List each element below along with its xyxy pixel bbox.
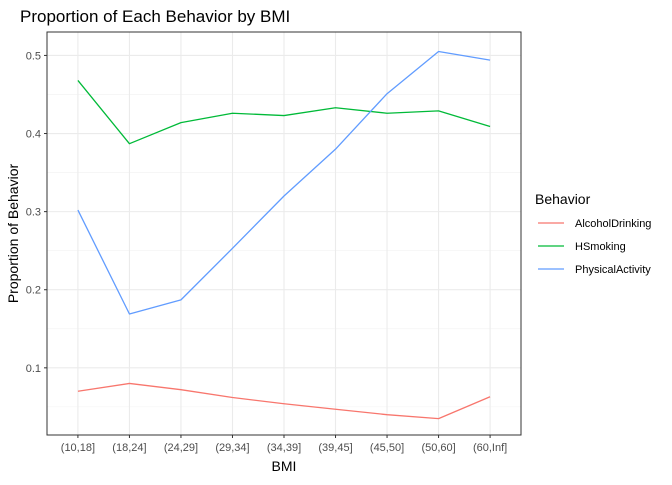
y-axis: 0.1 0.2 0.3 0.4 0.5 xyxy=(26,50,47,375)
x-tick-label: (18,24] xyxy=(112,442,146,454)
y-axis-title: Proportion of Behavior xyxy=(5,164,21,304)
x-tick-label: (50,60] xyxy=(421,442,455,454)
series-line-hsmoking xyxy=(77,80,491,145)
legend-label-hsmoking: HSmoking xyxy=(575,241,626,253)
chart-title: Proportion of Each Behavior by BMI xyxy=(20,7,290,26)
y-tick-label: 0.3 xyxy=(26,207,41,219)
y-tick-label: 0.4 xyxy=(26,129,41,141)
series-line-alcoholdrinking xyxy=(77,382,491,420)
x-axis: (10,18] (18,24] (24,29] (29,34] (34,39] (39,4… xyxy=(61,435,507,454)
y-tick-label: 0.2 xyxy=(26,285,41,297)
x-axis-title: BMI xyxy=(272,458,297,474)
y-tick-label: 0.1 xyxy=(26,363,41,375)
x-tick-label: (60,Inf] xyxy=(473,442,507,454)
x-tick-label: (29,34] xyxy=(215,442,249,454)
x-tick-label: (34,39] xyxy=(267,442,301,454)
x-tick-label: (24,29] xyxy=(164,442,198,454)
x-tick-label: (45,50] xyxy=(370,442,404,454)
legend: Behavior AlcoholDrinking HSmoking Physical… xyxy=(535,191,651,276)
grid xyxy=(47,32,521,435)
legend-label-physicalactivity: PhysicalActivity xyxy=(575,264,651,276)
x-tick-label: (10,18] xyxy=(61,442,95,454)
legend-title: Behavior xyxy=(535,191,591,207)
y-tick-label: 0.5 xyxy=(26,50,41,62)
x-tick-label: (39,45] xyxy=(318,442,352,454)
series-line-physicalactivity xyxy=(77,50,491,315)
series-lines xyxy=(77,50,491,420)
legend-label-alcoholdrinking: AlcoholDrinking xyxy=(575,218,651,230)
